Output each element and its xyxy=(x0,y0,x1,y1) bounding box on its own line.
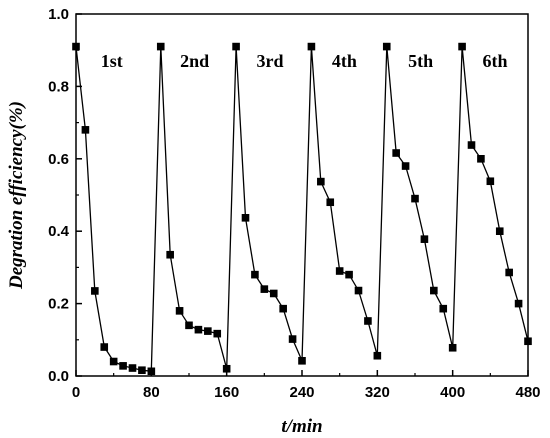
data-point xyxy=(505,268,513,277)
data-point xyxy=(467,141,476,149)
data-point xyxy=(364,317,372,325)
y-tick-label: 0.2 xyxy=(48,296,69,313)
data-point xyxy=(204,327,212,335)
data-point xyxy=(486,177,495,186)
data-point xyxy=(81,126,90,134)
y-tick-label: 1.0 xyxy=(48,6,69,23)
data-point xyxy=(439,304,448,313)
cycle-label: 6th xyxy=(483,51,508,71)
data-point xyxy=(166,250,174,259)
data-point xyxy=(354,286,363,295)
data-point xyxy=(326,198,335,207)
data-point xyxy=(288,335,297,343)
data-point xyxy=(373,351,382,360)
x-tick-label: 480 xyxy=(515,384,540,401)
data-point xyxy=(430,286,438,295)
data-point xyxy=(401,162,410,170)
plot-frame xyxy=(75,13,529,377)
data-point xyxy=(307,42,316,51)
data-point xyxy=(317,177,325,186)
data-point xyxy=(251,270,259,279)
y-axis-title: Degration efficiency(%) xyxy=(6,101,27,290)
data-point xyxy=(514,299,523,308)
data-point xyxy=(298,356,306,365)
cycle-label: 3rd xyxy=(256,51,283,71)
data-point xyxy=(232,42,240,51)
data-point xyxy=(91,287,99,295)
data-point xyxy=(185,321,193,330)
x-tick-label: 400 xyxy=(440,384,465,401)
data-point xyxy=(458,42,466,51)
series-line-layer xyxy=(75,46,529,373)
cycle-label: 1st xyxy=(101,51,123,71)
data-point xyxy=(175,307,184,315)
y-tick-label: 0.0 xyxy=(48,368,69,385)
data-point xyxy=(345,270,353,279)
data-point xyxy=(147,367,156,376)
series-line xyxy=(75,46,529,373)
plot-border xyxy=(75,13,529,377)
data-point xyxy=(420,235,429,243)
x-tick-label: 240 xyxy=(289,384,314,401)
y-tick-label: 0.6 xyxy=(48,151,69,168)
data-point xyxy=(495,227,504,235)
cycle-labels: 1st 2nd 3rd 4th 5th 6th xyxy=(101,51,508,71)
data-point xyxy=(100,343,109,351)
data-point xyxy=(222,364,231,373)
data-point xyxy=(72,42,80,51)
data-point xyxy=(392,149,400,157)
y-tick-label: 0.8 xyxy=(48,78,69,95)
x-tick-label: 160 xyxy=(214,384,239,401)
data-point xyxy=(156,42,165,51)
data-point xyxy=(119,362,127,370)
data-point xyxy=(260,285,269,293)
cycle-label: 5th xyxy=(408,51,433,71)
data-point xyxy=(241,214,250,222)
x-tick-label: 320 xyxy=(365,384,390,401)
series-markers xyxy=(72,42,532,376)
data-point xyxy=(477,155,485,163)
x-tick-label: 0 xyxy=(72,384,80,401)
x-tick-label: 80 xyxy=(143,384,160,401)
y-tick-label: 0.4 xyxy=(48,223,70,240)
data-point xyxy=(382,42,391,51)
data-point xyxy=(524,337,532,346)
x-axis-title: t/min xyxy=(281,416,322,437)
data-point xyxy=(335,267,344,275)
data-point xyxy=(194,325,203,334)
cycle-label: 4th xyxy=(332,51,357,71)
data-point xyxy=(128,364,137,372)
data-point xyxy=(411,194,419,203)
axis-ticks: 0 80 160 240 320 400 480 0.0 0.2 0.4 0.6 0.8 1.0 xyxy=(48,6,540,401)
data-point xyxy=(279,304,287,313)
cycle-label: 2nd xyxy=(180,51,209,71)
data-point xyxy=(213,329,222,338)
data-point xyxy=(448,343,457,352)
data-point xyxy=(138,366,146,375)
data-point xyxy=(109,357,118,366)
data-point xyxy=(269,289,278,298)
